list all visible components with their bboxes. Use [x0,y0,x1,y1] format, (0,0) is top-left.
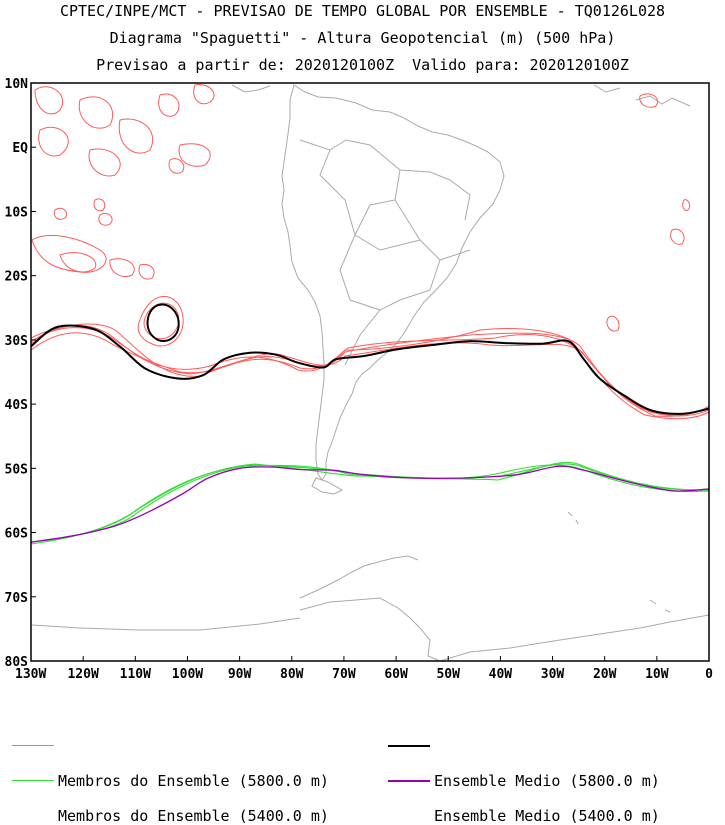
antarctic-peninsula [31,555,441,661]
member-5800-wave [31,325,709,416]
south-america-coastline [281,84,505,481]
legend-mean-5400: Ensemble Medio (5400.0 m) [388,771,718,825]
legend-members-5400: Membros do Ensemble (5400.0 m) [12,771,372,825]
member-5800-wave [31,323,709,417]
lon-label: 20W [593,667,617,682]
legend-label: Membros do Ensemble (5800.0 m) [58,772,329,790]
lon-label: 130W [15,667,46,682]
member-5800-loop [143,302,180,340]
lon-label: 80W [280,667,304,682]
islands [567,511,671,613]
member-5800-wave [31,332,709,420]
title-line-2: Diagrama "Spaguetti" - Altura Geopotenci… [109,29,616,47]
lon-label: 100W [172,667,203,682]
legend-label: Ensemble Medio (5800.0 m) [434,772,660,790]
country-borders [299,139,471,366]
member-5800-cells [31,234,155,280]
ensemble-mean-5800 [31,324,709,415]
lat-label: 40S [5,398,29,413]
lat-label: 60S [5,527,29,542]
lat-label: 20S [5,270,29,285]
lat-label: 80S [5,655,29,670]
legend-swatch-red [12,745,54,746]
lon-label: 50W [436,667,460,682]
legend-label: Membros do Ensemble (5400.0 m) [58,807,329,825]
legend-label: Ensemble Medio (5400.0 m) [434,807,660,825]
lat-label: 50S [5,462,29,477]
ensemble-mean-5400 [31,465,709,543]
title-line-3: Previsao a partir de: 2020120100Z Valido… [96,56,629,74]
lon-label: 110W [120,667,151,682]
ensemble-mean-5800-low [146,303,180,342]
lon-label: 0 [705,667,713,682]
legend-swatch-green [12,780,54,781]
member-5800-cells [53,158,185,226]
lon-label: 70W [332,667,356,682]
title-line-1: CPTEC/INPE/MCT - PREVISAO DE TEMPO GLOBA… [59,2,666,20]
coastlines [31,84,709,661]
lon-label: 120W [67,667,98,682]
lon-label: 10W [645,667,669,682]
member-5800-loop [137,295,184,347]
member-5800-cells [606,93,691,332]
lat-label: 10S [5,205,29,220]
antarctic-coast-east [439,614,709,661]
lon-label: 30W [541,667,565,682]
member-5800-wave [31,327,709,417]
lat-label: 30S [5,334,29,349]
legend-members-5800: Membros do Ensemble (5800.0 m) [12,736,372,790]
north-coast [231,84,691,107]
lat-label: 10N [5,77,29,92]
lon-label: 60W [384,667,408,682]
tierra-del-fuego [311,477,344,495]
legend-swatch-black [388,745,430,747]
map-frame [30,82,710,662]
lat-label: 70S [5,591,29,606]
lat-label: EQ [12,141,28,156]
legend-mean-5800: Ensemble Medio (5800.0 m) [388,736,718,790]
legend-swatch-purple [388,780,430,782]
members-5800-contours [31,84,709,420]
member-5800-cells [34,84,215,177]
lon-label: 90W [228,667,252,682]
member-5400-wave [31,461,709,543]
lon-label: 40W [489,667,513,682]
